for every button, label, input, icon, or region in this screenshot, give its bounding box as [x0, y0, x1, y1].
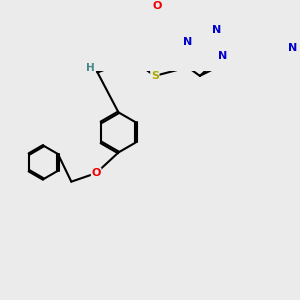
Text: O: O — [92, 168, 101, 178]
Text: N: N — [183, 37, 193, 46]
Text: S: S — [151, 71, 159, 81]
Text: N: N — [288, 43, 297, 52]
Text: N: N — [218, 51, 227, 61]
Text: H: H — [86, 63, 95, 73]
Text: O: O — [152, 1, 162, 11]
Text: N: N — [212, 26, 221, 35]
